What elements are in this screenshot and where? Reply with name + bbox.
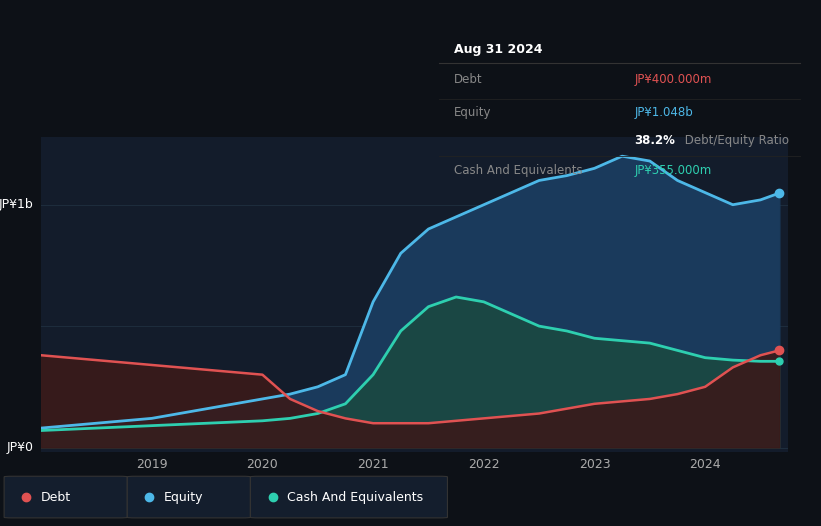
Text: Equity: Equity (454, 106, 491, 119)
Text: JP¥355.000m: JP¥355.000m (635, 164, 712, 177)
Text: Debt: Debt (41, 491, 71, 503)
Text: 38.2%: 38.2% (635, 134, 675, 147)
Text: JP¥400.000m: JP¥400.000m (635, 73, 712, 86)
FancyBboxPatch shape (250, 476, 447, 518)
Text: Debt/Equity Ratio: Debt/Equity Ratio (681, 134, 789, 147)
Text: Debt: Debt (454, 73, 482, 86)
Text: Cash And Equivalents: Cash And Equivalents (454, 164, 582, 177)
FancyBboxPatch shape (4, 476, 127, 518)
Text: Equity: Equity (164, 491, 204, 503)
FancyBboxPatch shape (127, 476, 250, 518)
Text: JP¥0: JP¥0 (7, 441, 34, 454)
Text: JP¥1.048b: JP¥1.048b (635, 106, 693, 119)
Text: Aug 31 2024: Aug 31 2024 (454, 43, 542, 56)
Text: Cash And Equivalents: Cash And Equivalents (287, 491, 424, 503)
Text: JP¥1b: JP¥1b (0, 198, 34, 211)
